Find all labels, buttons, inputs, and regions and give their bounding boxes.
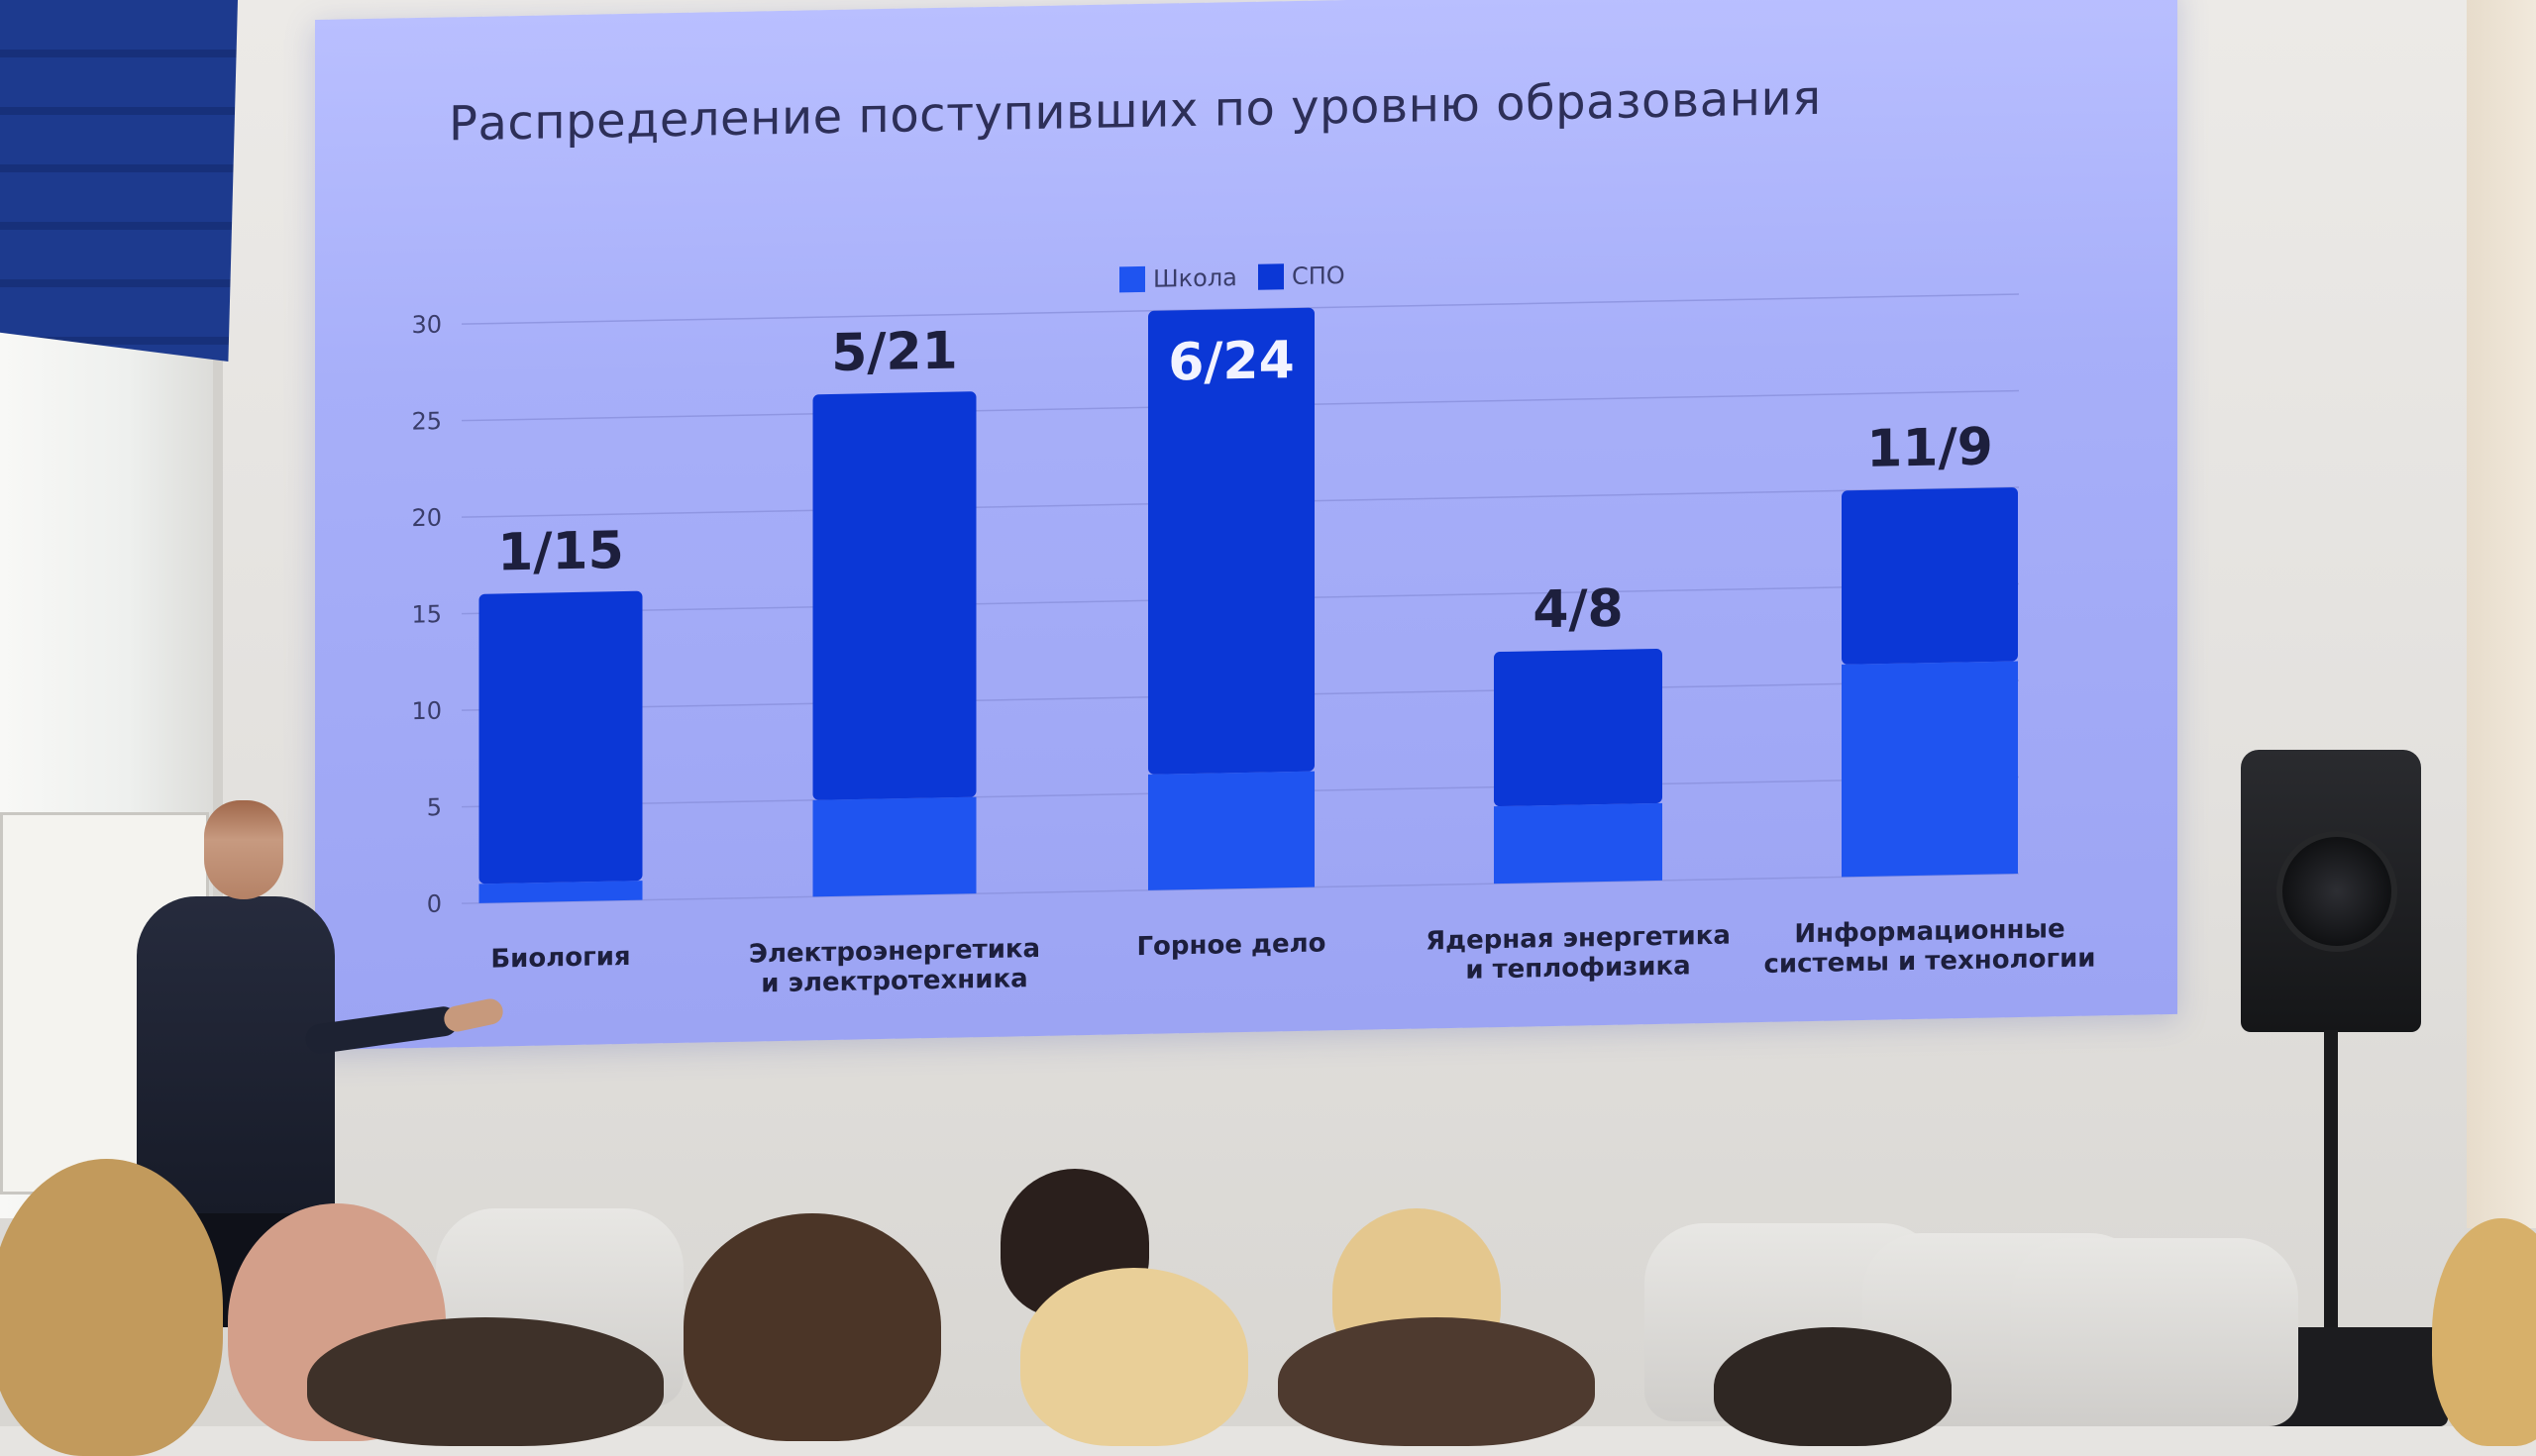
category-label: и теплофизика xyxy=(1465,951,1690,985)
category-label: Биология xyxy=(490,942,630,975)
y-tick-label: 25 xyxy=(411,407,442,436)
speaker-stand xyxy=(2324,1030,2338,1347)
audience-head xyxy=(684,1213,941,1441)
audience-head xyxy=(1714,1327,1952,1446)
y-tick-label: 0 xyxy=(427,890,442,918)
wall-pillar xyxy=(2467,0,2536,1228)
bar-segment xyxy=(478,881,643,903)
speaker-grill xyxy=(2276,831,2397,952)
audience-head xyxy=(0,1159,223,1456)
bar-segment xyxy=(1148,307,1315,775)
bar-segment xyxy=(1842,661,2018,878)
presenter-body xyxy=(137,896,335,1213)
category-label: Информационные xyxy=(1794,914,2064,949)
data-label: 5/21 xyxy=(831,322,958,383)
loudspeaker xyxy=(2241,750,2421,1032)
audience-head xyxy=(2432,1218,2536,1446)
bar-segment xyxy=(1494,802,1662,884)
bar-segment xyxy=(1148,771,1315,890)
legend-label: Школа xyxy=(1153,263,1237,293)
bar-segment xyxy=(812,391,977,800)
category-label: Электроэнергетика xyxy=(749,934,1040,970)
category-label: и электротехника xyxy=(761,964,1027,998)
legend-swatch xyxy=(1258,263,1284,290)
y-tick-label: 10 xyxy=(411,697,442,726)
category-label: Ядерная энергетика xyxy=(1426,921,1731,957)
bar-segment xyxy=(1494,649,1662,807)
y-tick-label: 30 xyxy=(411,311,442,340)
y-tick-label: 15 xyxy=(411,600,442,629)
y-tick-label: 5 xyxy=(427,793,442,821)
bar-segment xyxy=(1842,487,2018,665)
bar-segment xyxy=(812,796,977,897)
data-label: 1/15 xyxy=(497,521,624,582)
presentation-screen: Распределение поступивших по уровню обра… xyxy=(315,0,2177,1051)
bar-segment xyxy=(478,590,643,884)
category-label: Горное дело xyxy=(1136,928,1325,962)
bar-chart: 0 5 10 15 20 25 30 Школа СПО 1/15 Биология 5/21 Элек… xyxy=(411,261,2095,998)
data-label: 4/8 xyxy=(1532,579,1623,641)
presenter-head xyxy=(204,800,283,899)
audience-head xyxy=(307,1317,664,1446)
window-blind xyxy=(0,0,238,362)
category-label: системы и технологии xyxy=(1763,943,2095,979)
audience-head xyxy=(1278,1317,1595,1446)
audience-head xyxy=(1020,1268,1248,1446)
legend-label: СПО xyxy=(1292,261,1345,290)
data-label: 6/24 xyxy=(1168,331,1295,392)
legend-swatch xyxy=(1119,265,1145,293)
y-tick-label: 20 xyxy=(411,504,442,533)
data-label: 11/9 xyxy=(1866,417,1993,478)
chair xyxy=(2011,1238,2298,1426)
